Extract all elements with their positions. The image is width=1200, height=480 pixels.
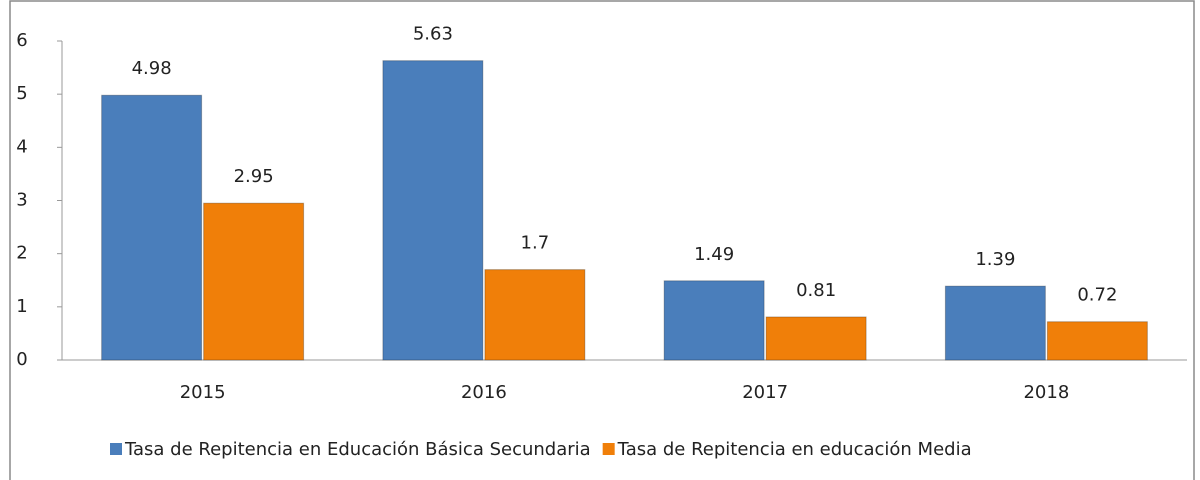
y-tick-label: 1 (16, 296, 27, 317)
legend-swatch (602, 443, 615, 455)
data-label: 2.95 (234, 166, 274, 187)
data-label: 0.72 (1077, 285, 1117, 306)
legend-label: Tasa de Repitencia en educación Media (617, 439, 972, 460)
data-label: 1.7 (521, 233, 550, 254)
bar (203, 202, 305, 361)
y-tick-label: 4 (16, 136, 27, 157)
bar (101, 94, 203, 361)
data-label: 1.39 (975, 249, 1015, 270)
data-label: 4.98 (132, 58, 172, 79)
bar (382, 60, 484, 361)
legend-swatch (110, 443, 122, 455)
data-label: 0.81 (796, 280, 836, 301)
bar (1046, 321, 1148, 361)
legend-label: Tasa de Repitencia en Educación Básica S… (124, 439, 591, 460)
data-label: 5.63 (413, 24, 453, 45)
x-tick-label: 2018 (1023, 382, 1069, 403)
y-tick-label: 2 (16, 243, 27, 264)
x-tick-label: 2017 (742, 382, 788, 403)
y-tick-label: 5 (16, 83, 27, 104)
bar (484, 269, 586, 361)
y-tick-label: 0 (16, 349, 27, 370)
y-tick-label: 3 (16, 190, 27, 211)
data-label: 1.49 (694, 244, 734, 265)
x-tick-label: 2015 (180, 382, 226, 403)
bar (944, 285, 1046, 361)
y-tick-label: 6 (16, 30, 27, 51)
x-tick-label: 2016 (461, 382, 507, 403)
bar (765, 316, 867, 361)
bar (663, 280, 765, 361)
